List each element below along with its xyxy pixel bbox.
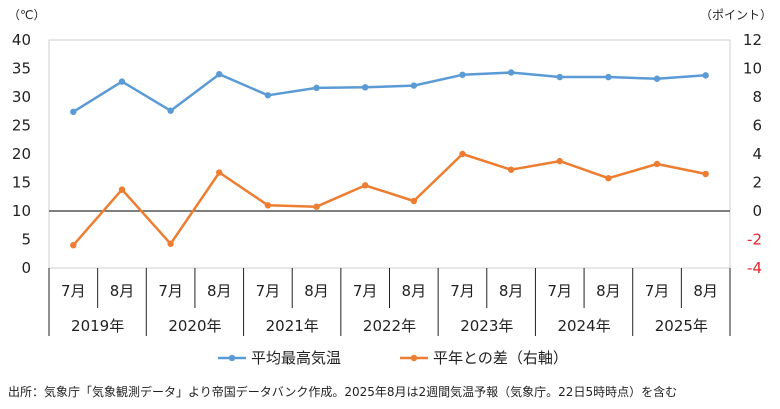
left-axis: 0 5 10 15 20 25 30 35 40 <box>12 31 31 277</box>
month-label: 7月 <box>256 282 281 300</box>
series-point-1 <box>459 150 466 158</box>
series-point-1 <box>361 182 369 189</box>
right-tick-label: 2 <box>752 174 762 192</box>
series-point-1 <box>167 240 174 247</box>
left-tick-label: 10 <box>12 202 31 220</box>
right-tick-label: 8 <box>752 88 762 106</box>
legend-label-difference: 平年との差（右軸） <box>433 349 568 367</box>
series-point-1 <box>410 197 418 205</box>
plot-area <box>48 39 731 269</box>
right-tick-label: 12 <box>743 31 762 49</box>
series-point-0 <box>70 108 77 116</box>
series-point-1 <box>216 169 223 176</box>
series-point-1 <box>556 157 563 165</box>
legend: 平均最高気温 平年との差（右軸） <box>218 349 568 367</box>
month-label: 7月 <box>61 282 86 300</box>
year-label: 2022年 <box>363 317 416 335</box>
series-point-0 <box>167 107 174 114</box>
series-point-0 <box>118 78 126 85</box>
month-label: 8月 <box>499 282 524 300</box>
right-unit-label: （ポイント） <box>700 8 772 22</box>
series-point-0 <box>507 69 515 76</box>
series-point-1 <box>653 160 661 168</box>
series-point-0 <box>216 71 223 78</box>
series-point-1 <box>313 203 320 210</box>
series-point-1 <box>118 186 126 193</box>
month-label: 7月 <box>158 282 183 300</box>
right-tick-label: 10 <box>743 60 762 78</box>
legend-marker-difference <box>410 354 418 362</box>
month-label: 8月 <box>304 282 329 300</box>
series-point-0 <box>313 84 320 92</box>
left-unit-label: （℃） <box>8 8 45 22</box>
month-label: 7月 <box>547 282 572 300</box>
series-layer <box>70 69 709 249</box>
series-point-0 <box>556 73 563 81</box>
month-label: 8月 <box>402 282 427 300</box>
x-axis: 7月 8月 7月 8月 7月 8月 7月 8月 7月 8月 7月 8月 7月 8月 2019年 2020年 20… <box>48 268 731 336</box>
right-tick-label: -2 <box>747 231 762 249</box>
month-label: 7月 <box>645 282 670 300</box>
right-axis: -4 -2 0 2 4 6 8 10 12 <box>743 31 762 277</box>
year-label: 2021年 <box>266 317 319 335</box>
year-label: 2025年 <box>655 317 708 335</box>
right-tick-label: 6 <box>752 117 762 135</box>
left-tick-label: 35 <box>12 60 31 78</box>
series-point-0 <box>605 73 612 81</box>
series-point-0 <box>361 84 369 91</box>
year-label: 2023年 <box>460 317 513 335</box>
series-point-1 <box>507 166 515 173</box>
month-label: 7月 <box>450 282 475 300</box>
left-tick-label: 0 <box>21 259 31 277</box>
series-point-1 <box>70 242 77 249</box>
legend-marker-temperature <box>228 354 236 362</box>
right-tick-label: 0 <box>752 202 762 220</box>
month-label: 8月 <box>207 282 232 300</box>
left-tick-label: 15 <box>12 174 31 192</box>
left-tick-label: 5 <box>21 231 31 249</box>
left-tick-label: 30 <box>12 88 31 106</box>
month-label: 8月 <box>110 282 135 300</box>
year-label: 2020年 <box>168 317 221 335</box>
series-point-1 <box>605 175 612 182</box>
series-point-0 <box>264 92 272 99</box>
source-note: 出所：気象庁「気象観測データ」より帝国データバンク作成。2025年8月は2週間気… <box>8 384 677 399</box>
right-tick-label: -4 <box>747 259 762 277</box>
month-label: 8月 <box>693 282 718 300</box>
month-label: 7月 <box>353 282 378 300</box>
year-label: 2024年 <box>557 317 610 335</box>
series-point-0 <box>410 82 418 89</box>
series-point-0 <box>653 75 661 82</box>
series-point-0 <box>702 72 709 79</box>
series-line-0 <box>72 71 706 113</box>
right-tick-label: 4 <box>752 145 762 163</box>
series-point-1 <box>264 202 272 209</box>
legend-label-temperature: 平均最高気温 <box>251 349 341 367</box>
left-tick-label: 25 <box>12 117 31 135</box>
month-label: 8月 <box>596 282 621 300</box>
year-label: 2019年 <box>71 317 124 335</box>
left-tick-label: 20 <box>12 145 31 163</box>
series-point-1 <box>702 170 709 178</box>
series-line-1 <box>72 152 706 247</box>
left-tick-label: 40 <box>12 31 31 49</box>
series-point-0 <box>459 71 466 78</box>
